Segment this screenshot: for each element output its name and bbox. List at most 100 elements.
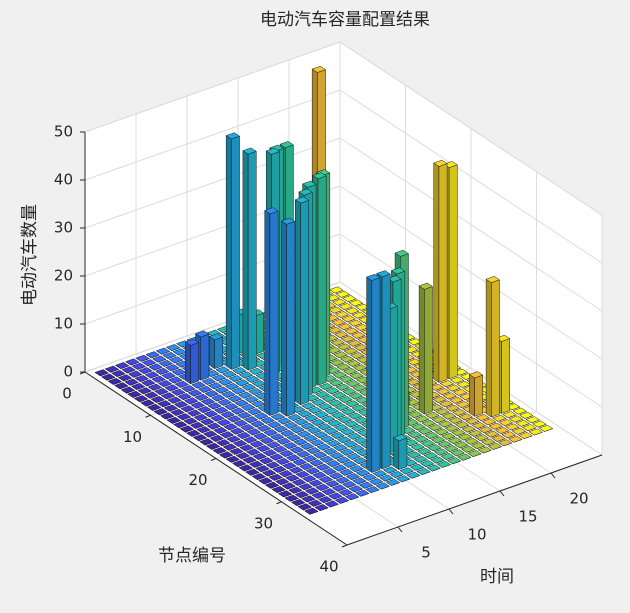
bar bbox=[222, 443, 238, 451]
bar-top-face bbox=[446, 457, 462, 465]
bar bbox=[438, 420, 453, 428]
bar bbox=[141, 379, 156, 387]
bar bbox=[208, 382, 223, 390]
bar-top-face bbox=[474, 434, 490, 442]
bar-top-face bbox=[457, 433, 473, 441]
bar-top-face bbox=[221, 390, 236, 398]
bar bbox=[368, 478, 384, 486]
y-tick bbox=[276, 501, 282, 505]
bar bbox=[457, 453, 472, 461]
bar bbox=[187, 389, 203, 397]
bar-top-face bbox=[341, 315, 356, 323]
bar-top-face bbox=[155, 347, 171, 355]
bar-top-face bbox=[221, 370, 237, 378]
bar-top-face bbox=[310, 419, 326, 426]
bar bbox=[325, 480, 340, 488]
bar bbox=[320, 435, 335, 443]
bar bbox=[451, 429, 466, 437]
bar-top-face bbox=[210, 414, 225, 422]
bar-top-face bbox=[417, 427, 433, 435]
y-tick-label: 0 bbox=[62, 385, 72, 403]
bar bbox=[240, 403, 256, 411]
bar-top-face bbox=[114, 362, 130, 369]
bar-top-face bbox=[333, 444, 348, 452]
bar-top-face bbox=[292, 458, 308, 466]
bar bbox=[196, 426, 211, 434]
bar-top-face bbox=[237, 411, 252, 419]
bar bbox=[331, 411, 346, 419]
bar-top-face bbox=[290, 499, 306, 506]
bar-top-face bbox=[318, 383, 334, 390]
bar-top-face bbox=[329, 286, 344, 294]
bar-top-face bbox=[399, 467, 415, 475]
bar bbox=[328, 379, 344, 387]
bar bbox=[441, 432, 456, 440]
bar-top-face bbox=[328, 306, 343, 314]
bar bbox=[220, 411, 235, 418]
bar-top-face bbox=[451, 429, 466, 437]
bar-top-face bbox=[437, 440, 452, 448]
bar bbox=[334, 424, 349, 431]
bar-top-face bbox=[403, 439, 419, 447]
bar bbox=[168, 376, 183, 384]
bar-top-face bbox=[328, 379, 344, 387]
bar-top-face bbox=[436, 460, 452, 468]
bar bbox=[114, 362, 130, 369]
bar-top-face bbox=[337, 343, 352, 351]
bar-top-face bbox=[232, 439, 248, 447]
bar-top-face bbox=[186, 409, 202, 417]
bar bbox=[237, 391, 253, 399]
bar bbox=[475, 414, 490, 421]
bar-top-face bbox=[265, 461, 281, 469]
bar bbox=[271, 486, 286, 493]
bar-top-face bbox=[335, 290, 351, 298]
bar-front-face bbox=[448, 164, 458, 380]
bar-top-face bbox=[151, 375, 166, 383]
bar bbox=[464, 437, 479, 445]
bar-top-face bbox=[425, 411, 440, 419]
bar-top-face bbox=[173, 421, 188, 429]
bar-top-face bbox=[240, 424, 255, 431]
bar-top-face bbox=[216, 439, 231, 447]
bar bbox=[114, 382, 129, 390]
bar bbox=[331, 391, 347, 399]
bar bbox=[94, 369, 110, 377]
bar-top-face bbox=[336, 363, 351, 371]
bar-front-face bbox=[247, 150, 257, 371]
bar bbox=[334, 496, 350, 504]
bar-top-face bbox=[419, 460, 435, 468]
bar-top-face bbox=[394, 249, 410, 257]
bar bbox=[339, 355, 355, 363]
bar-top-face bbox=[358, 481, 374, 489]
bar bbox=[366, 273, 381, 473]
bar-left-face bbox=[242, 150, 249, 371]
bar-top-face bbox=[143, 391, 159, 399]
bar-top-face bbox=[342, 295, 357, 303]
bar-left-face bbox=[264, 210, 271, 417]
bar bbox=[346, 452, 361, 460]
bar-top-face bbox=[244, 395, 260, 403]
bar-top-face bbox=[343, 440, 359, 448]
bar bbox=[340, 428, 356, 436]
bar-front-face bbox=[381, 273, 391, 470]
bar-top-face bbox=[435, 408, 450, 416]
bar bbox=[193, 413, 209, 421]
bar-top-face bbox=[347, 339, 362, 347]
z-tick-label: 40 bbox=[54, 171, 73, 189]
bar bbox=[159, 412, 175, 420]
bar-top-face bbox=[299, 442, 315, 450]
bar bbox=[449, 396, 464, 404]
y-tick-label: 10 bbox=[123, 428, 142, 446]
bar bbox=[435, 408, 450, 416]
bar-top-face bbox=[339, 468, 354, 476]
bar-top-face bbox=[442, 392, 458, 400]
bar-top-face bbox=[205, 442, 221, 450]
bar bbox=[309, 439, 325, 447]
bar-top-face bbox=[351, 311, 367, 319]
bar bbox=[234, 399, 249, 407]
bar-top-face bbox=[311, 491, 326, 499]
bar-top-face bbox=[352, 384, 367, 392]
bar bbox=[446, 457, 462, 465]
bar-front-face bbox=[491, 279, 500, 418]
bar bbox=[197, 385, 213, 393]
